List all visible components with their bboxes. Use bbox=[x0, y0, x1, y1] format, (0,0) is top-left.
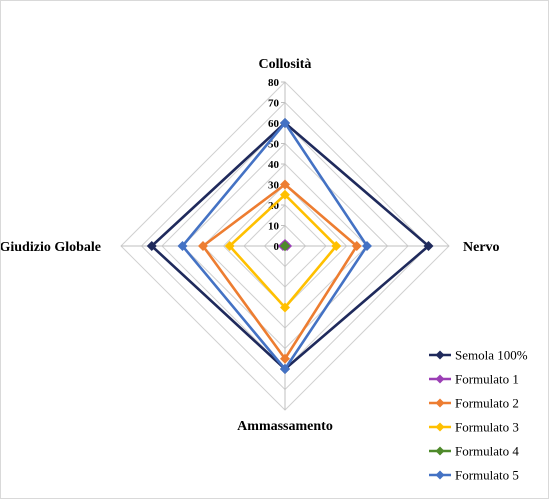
series-4 bbox=[224, 189, 342, 313]
tick-label-70: 70 bbox=[268, 98, 280, 110]
legend-label: Formulato 3 bbox=[455, 420, 519, 435]
series-point bbox=[280, 189, 290, 200]
series-point bbox=[423, 241, 434, 251]
tick-label-0: 0 bbox=[274, 241, 280, 253]
legend-item-2: Formulato 1 bbox=[429, 372, 519, 387]
legend-item-3: Formulato 2 bbox=[429, 396, 519, 411]
series-point bbox=[280, 353, 290, 364]
series-point bbox=[280, 241, 290, 251]
series-point bbox=[280, 364, 290, 374]
legend-item-1: Semola 100% bbox=[429, 348, 528, 363]
tick-label-30: 30 bbox=[268, 180, 280, 192]
series-point bbox=[280, 302, 290, 313]
legend-label: Formulato 2 bbox=[455, 396, 519, 411]
series-point bbox=[280, 118, 290, 128]
series-point bbox=[224, 241, 235, 251]
series-5 bbox=[280, 241, 290, 251]
legend-label: Formulato 1 bbox=[455, 372, 519, 387]
legend-swatch-marker bbox=[435, 422, 445, 432]
axis-label-giudizio-globale: Giudizio Globale bbox=[1, 240, 101, 255]
legend-swatch-marker bbox=[435, 470, 445, 480]
axis-label-collosit-: Collosità bbox=[259, 57, 312, 72]
series-6 bbox=[177, 118, 372, 374]
tick-label-60: 60 bbox=[268, 118, 280, 130]
series-point bbox=[351, 241, 362, 251]
axis-label-ammassamento: Ammassamento bbox=[237, 419, 333, 434]
tick-label-40: 40 bbox=[268, 159, 280, 171]
legend-item-6: Formulato 5 bbox=[429, 468, 519, 483]
series-3 bbox=[198, 179, 362, 364]
radar-series bbox=[146, 118, 434, 374]
tick-label-80: 80 bbox=[268, 77, 280, 89]
legend-item-4: Formulato 3 bbox=[429, 420, 519, 435]
legend-label: Semola 100% bbox=[455, 348, 528, 363]
series-point bbox=[146, 241, 157, 251]
series-point bbox=[177, 241, 188, 251]
legend-swatch-marker bbox=[435, 374, 445, 384]
legend-label: Formulato 5 bbox=[455, 468, 519, 483]
legend-item-5: Formulato 4 bbox=[429, 444, 519, 459]
legend-swatch-marker bbox=[435, 350, 445, 360]
legend-label: Formulato 4 bbox=[455, 444, 519, 459]
legend-swatch-marker bbox=[435, 446, 445, 456]
series-point bbox=[331, 241, 342, 251]
series-point bbox=[280, 179, 290, 190]
radar-axis-labels: Collosità Nervo Ammassamento Giudizio Globa… bbox=[1, 57, 500, 434]
legend: Semola 100% Formulato 1 Formulato 2 Formula… bbox=[429, 348, 528, 483]
series-point bbox=[362, 241, 372, 251]
legend-swatch-marker bbox=[435, 398, 445, 408]
tick-label-50: 50 bbox=[268, 139, 280, 151]
axis-label-nervo: Nervo bbox=[463, 240, 500, 255]
tick-label-10: 10 bbox=[268, 221, 280, 233]
series-point bbox=[198, 241, 208, 251]
